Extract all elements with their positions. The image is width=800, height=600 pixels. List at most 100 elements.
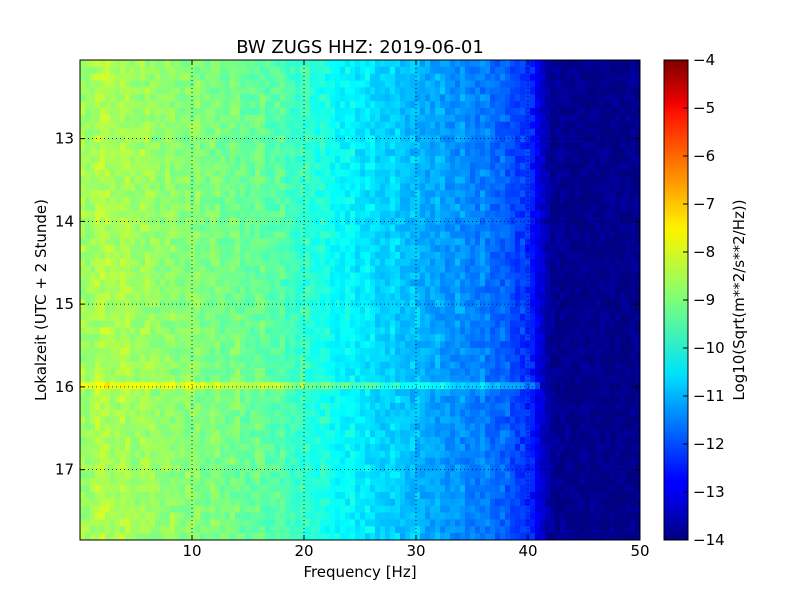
heatmap-cell	[110, 108, 116, 116]
heatmap-cell	[585, 300, 591, 308]
heatmap-cell	[160, 190, 166, 198]
heatmap-cell	[435, 279, 441, 287]
heatmap-cell	[390, 197, 396, 205]
heatmap-cell	[125, 128, 131, 137]
heatmap-cell	[95, 108, 101, 116]
heatmap-cell	[210, 354, 216, 363]
heatmap-cell	[295, 114, 301, 123]
heatmap-cell	[385, 149, 391, 157]
heatmap-cell	[570, 231, 576, 239]
heatmap-cell	[130, 252, 136, 260]
heatmap-cell	[570, 80, 576, 89]
heatmap-cell	[255, 108, 261, 116]
heatmap-cell	[425, 300, 431, 308]
heatmap-cell	[510, 238, 516, 246]
heatmap-cell	[110, 162, 116, 171]
heatmap-cell	[565, 238, 571, 246]
heatmap-cell	[605, 66, 611, 75]
heatmap-cell	[190, 272, 196, 281]
heatmap-cell	[280, 272, 286, 281]
heatmap-cell	[190, 238, 196, 246]
heatmap-cell	[120, 348, 126, 356]
heatmap-cell	[480, 94, 486, 102]
heatmap-cell	[535, 169, 541, 178]
heatmap-cell	[405, 204, 411, 212]
heatmap-cell	[330, 183, 336, 191]
heatmap-cell	[255, 217, 261, 226]
heatmap-cell	[330, 361, 336, 370]
heatmap-cell	[605, 80, 611, 89]
heatmap-cell	[585, 183, 591, 191]
heatmap-cell	[480, 135, 486, 143]
heatmap-cell	[465, 80, 471, 89]
heatmap-cell	[260, 190, 266, 198]
heatmap-cell	[485, 348, 491, 356]
heatmap-cell	[100, 300, 106, 308]
heatmap-cell	[520, 162, 526, 171]
heatmap-cell	[460, 224, 466, 233]
heatmap-cell	[245, 197, 251, 205]
heatmap-cell	[140, 190, 146, 198]
heatmap-cell	[275, 252, 281, 260]
heatmap-cell	[390, 66, 396, 75]
heatmap-cell	[425, 169, 431, 178]
heatmap-cell	[435, 114, 441, 123]
heatmap-cell	[215, 300, 221, 308]
heatmap-cell	[215, 169, 221, 178]
heatmap-cell	[470, 334, 476, 342]
heatmap-cell	[190, 300, 196, 308]
heatmap-cell	[515, 66, 521, 75]
heatmap-cell	[185, 272, 191, 281]
heatmap-cell	[140, 245, 146, 253]
heatmap-cell	[270, 87, 276, 95]
heatmap-cell	[165, 128, 171, 137]
heatmap-cell	[90, 272, 96, 281]
heatmap-cell	[160, 108, 166, 116]
heatmap-cell	[615, 66, 621, 75]
heatmap-cell	[100, 94, 106, 102]
heatmap-cell	[355, 279, 361, 287]
heatmap-cell	[455, 238, 461, 246]
heatmap-cell	[115, 279, 121, 287]
heatmap-cell	[270, 293, 276, 301]
heatmap-cell	[320, 156, 326, 164]
heatmap-cell	[600, 231, 606, 239]
heatmap-cell	[320, 128, 326, 137]
heatmap-cell	[535, 108, 541, 116]
heatmap-cell	[430, 245, 436, 253]
heatmap-cell	[370, 300, 376, 308]
heatmap-cell	[115, 190, 121, 198]
heatmap-cell	[355, 272, 361, 281]
heatmap-cell	[80, 121, 86, 130]
heatmap-cell	[105, 238, 111, 246]
heatmap-cell	[415, 224, 421, 233]
heatmap-cell	[180, 224, 186, 233]
heatmap-cell	[260, 101, 266, 109]
heatmap-cell	[590, 313, 596, 322]
heatmap-cell	[485, 327, 491, 335]
heatmap-cell	[530, 279, 536, 287]
heatmap-cell	[170, 279, 176, 287]
heatmap-cell	[205, 190, 211, 198]
heatmap-cell	[555, 252, 561, 260]
heatmap-cell	[440, 204, 446, 212]
heatmap-cell	[460, 231, 466, 239]
heatmap-cell	[485, 224, 491, 233]
heatmap-cell	[135, 190, 141, 198]
heatmap-cell	[570, 306, 576, 315]
heatmap-cell	[620, 306, 626, 315]
heatmap-cell	[300, 327, 306, 335]
heatmap-cell	[220, 94, 226, 102]
heatmap-cell	[340, 156, 346, 164]
heatmap-cell	[160, 217, 166, 226]
heatmap-cell	[125, 190, 131, 198]
heatmap-cell	[115, 210, 121, 219]
heatmap-cell	[245, 176, 251, 185]
heatmap-cell	[105, 361, 111, 370]
heatmap-cell	[385, 341, 391, 349]
heatmap-cell	[335, 60, 341, 68]
heatmap-cell	[210, 197, 216, 205]
heatmap-cell	[590, 135, 596, 143]
heatmap-cell	[625, 142, 631, 150]
heatmap-cell	[230, 197, 236, 205]
